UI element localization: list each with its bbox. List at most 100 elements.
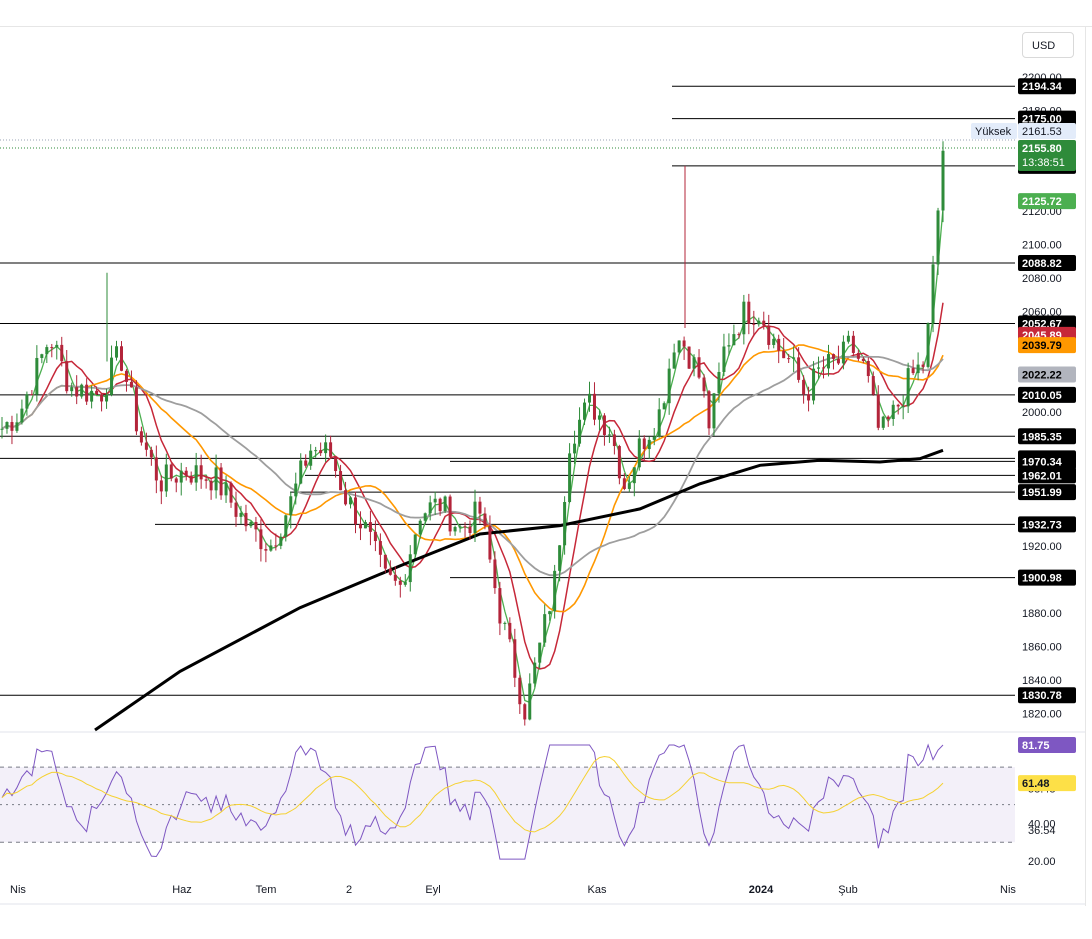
candle-body <box>926 323 930 367</box>
candle-body <box>662 403 666 410</box>
level-label: 2010.05 <box>1022 390 1062 402</box>
candle-body <box>846 335 850 342</box>
candle-body <box>5 422 9 429</box>
candle-body <box>110 357 114 395</box>
candle-body <box>199 465 203 480</box>
candle-body <box>732 334 736 346</box>
candle-body <box>563 501 567 546</box>
candle-body <box>737 334 741 336</box>
candle-body <box>90 390 94 402</box>
candle-body <box>154 457 158 481</box>
candle-body <box>438 498 442 512</box>
candle-body <box>871 376 875 395</box>
candle-body <box>851 335 855 353</box>
candle-body <box>568 453 572 502</box>
candle-body <box>597 415 601 420</box>
candle-body <box>373 531 377 542</box>
candle-body <box>353 497 357 525</box>
candle-body <box>588 393 592 403</box>
candle-body <box>10 422 14 431</box>
candle-body <box>906 368 910 407</box>
top-border <box>0 26 1092 27</box>
candle-body <box>70 387 74 392</box>
candle-body <box>901 406 905 408</box>
candle-body <box>164 464 168 492</box>
candle-body <box>702 377 706 392</box>
candle-body <box>314 450 318 452</box>
candle-body <box>284 515 288 537</box>
candle-body <box>174 478 178 483</box>
time-tick-label: Tem <box>256 884 277 896</box>
price-tick-label: 1880.00 <box>1022 608 1062 620</box>
candle-body <box>219 467 223 496</box>
candle-body <box>578 419 582 444</box>
level-label: 1900.98 <box>1022 573 1062 585</box>
candle-body <box>124 370 128 382</box>
candle-body <box>508 622 512 640</box>
candle-body <box>831 354 835 359</box>
candle-body <box>418 520 422 535</box>
level-label: 1962.01 <box>1022 470 1062 482</box>
candle-body <box>856 352 860 359</box>
candle-body <box>334 456 338 472</box>
ma-red-line <box>1 302 944 670</box>
high-value-box <box>1018 123 1076 139</box>
candle-body <box>483 513 487 526</box>
level-label-box <box>1018 110 1076 127</box>
candle-body <box>229 483 233 503</box>
candle-body <box>632 467 636 484</box>
candle-body <box>194 465 198 483</box>
candle-body <box>139 431 143 443</box>
candle-body <box>886 416 890 420</box>
level-label-box <box>1018 78 1076 95</box>
time-tick-label: Nis <box>1000 884 1016 896</box>
candle-body <box>881 416 885 428</box>
candle-body <box>667 368 671 404</box>
time-tick-label: 2024 <box>749 884 774 896</box>
candle-body <box>826 354 830 369</box>
candle-body <box>836 358 840 364</box>
candle-body <box>812 368 816 401</box>
time-tick-label: 2 <box>346 884 352 896</box>
candle-body <box>473 501 477 533</box>
candle-body <box>408 554 412 583</box>
candle-body <box>344 490 348 505</box>
candle-body <box>642 438 646 450</box>
candle-body <box>214 467 218 491</box>
candle-body <box>762 320 766 326</box>
level-label-box <box>1018 428 1076 445</box>
rsi-line <box>1 743 944 860</box>
price-tick-label: 1840.00 <box>1022 675 1062 687</box>
candle-body <box>538 642 542 663</box>
candle-body <box>45 347 49 355</box>
candle-body <box>707 391 711 429</box>
time-tick-label: Haz <box>172 884 192 896</box>
candle-body <box>682 340 686 347</box>
candle-body <box>428 502 432 514</box>
candle-body <box>204 479 208 481</box>
level-label-box <box>1018 484 1076 501</box>
currency-button[interactable]: USD <box>1022 32 1074 58</box>
candle-body <box>523 704 527 720</box>
candle-body <box>622 478 626 489</box>
candle-body <box>513 639 517 678</box>
candle-body <box>398 580 402 585</box>
candle-body <box>304 460 308 466</box>
candle-body <box>757 320 761 325</box>
rsi-value-label: 81.75 <box>1022 740 1050 752</box>
candle-body <box>413 534 417 555</box>
ma-gray-line <box>1 355 944 577</box>
candle-body <box>802 379 806 395</box>
candle-body <box>209 480 213 491</box>
candle-body <box>647 439 651 450</box>
candle-body <box>866 360 870 377</box>
candle-body <box>916 364 920 374</box>
candle-body <box>383 554 387 569</box>
time-tick-label: Kas <box>588 884 607 896</box>
level-label: 1970.34 <box>1022 456 1063 468</box>
ma-black-line <box>94 448 944 732</box>
candle-body <box>75 387 79 397</box>
candle-body <box>533 662 537 684</box>
level-label: 2194.34 <box>1022 81 1063 93</box>
